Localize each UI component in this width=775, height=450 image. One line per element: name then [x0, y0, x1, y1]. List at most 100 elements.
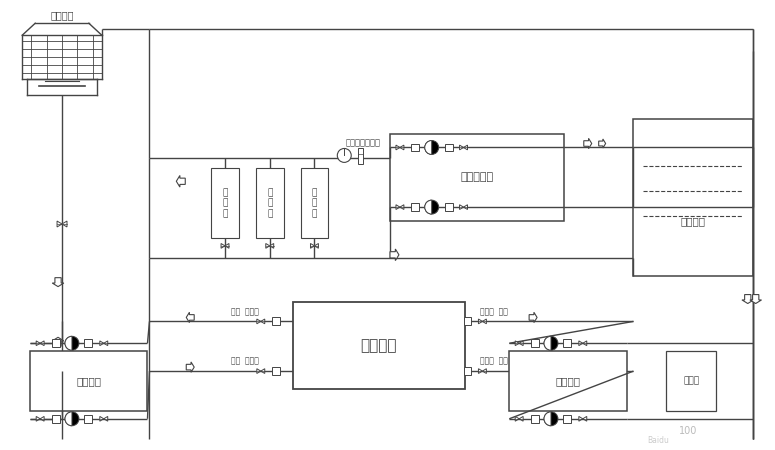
Polygon shape	[315, 243, 319, 248]
Text: 软接头  阀阀: 软接头 阀阀	[480, 357, 508, 366]
Bar	[531, 339, 539, 347]
Polygon shape	[400, 205, 404, 210]
Bar	[272, 317, 280, 325]
Text: 生
产
线: 生 产 线	[312, 188, 317, 218]
Polygon shape	[400, 145, 404, 150]
Bar	[666, 351, 716, 411]
Polygon shape	[460, 205, 463, 210]
Polygon shape	[463, 145, 467, 150]
Polygon shape	[390, 249, 399, 261]
Bar	[272, 367, 280, 375]
Polygon shape	[599, 139, 605, 148]
Bar	[84, 415, 91, 423]
Polygon shape	[515, 341, 519, 346]
Bar	[293, 302, 464, 389]
Polygon shape	[104, 416, 108, 421]
Polygon shape	[36, 341, 40, 346]
Text: 阀阀  软接头: 阀阀 软接头	[231, 307, 259, 316]
Text: 冷却水塔: 冷却水塔	[50, 10, 74, 20]
Polygon shape	[742, 295, 753, 303]
Polygon shape	[482, 319, 487, 324]
Circle shape	[425, 200, 439, 214]
Bar	[633, 119, 753, 276]
Wedge shape	[65, 412, 72, 426]
Polygon shape	[515, 416, 519, 421]
Polygon shape	[529, 312, 537, 323]
Polygon shape	[40, 341, 44, 346]
Text: 冷冻水泵: 冷冻水泵	[556, 376, 580, 386]
Wedge shape	[65, 336, 72, 350]
Bar	[390, 134, 564, 221]
Polygon shape	[583, 416, 587, 421]
Polygon shape	[750, 295, 762, 303]
Polygon shape	[186, 312, 195, 323]
Text: 冷冻水箱: 冷冻水箱	[680, 216, 705, 226]
Polygon shape	[52, 338, 64, 346]
Polygon shape	[62, 221, 67, 227]
Bar	[411, 144, 418, 152]
Polygon shape	[478, 369, 482, 373]
Polygon shape	[260, 369, 265, 373]
Polygon shape	[519, 341, 523, 346]
Bar	[84, 339, 91, 347]
Polygon shape	[257, 369, 260, 373]
Polygon shape	[482, 369, 487, 373]
Bar	[563, 339, 571, 347]
Polygon shape	[579, 416, 583, 421]
Bar	[211, 168, 239, 238]
Polygon shape	[257, 319, 260, 324]
Polygon shape	[270, 243, 274, 248]
Text: 过滤器: 过滤器	[683, 377, 699, 386]
Polygon shape	[225, 243, 229, 248]
Bar	[358, 148, 363, 164]
Wedge shape	[425, 200, 432, 214]
Polygon shape	[583, 341, 587, 346]
Circle shape	[425, 140, 439, 154]
Text: 软接头  阀阀: 软接头 阀阀	[480, 307, 508, 316]
Bar	[445, 144, 453, 152]
Bar	[256, 168, 284, 238]
Polygon shape	[579, 341, 583, 346]
Polygon shape	[396, 145, 400, 150]
Polygon shape	[176, 176, 185, 187]
Bar	[52, 339, 60, 347]
Text: 压力表、温度计: 压力表、温度计	[346, 138, 381, 147]
Polygon shape	[478, 319, 482, 324]
Bar	[531, 415, 539, 423]
Bar	[445, 203, 453, 211]
Polygon shape	[186, 362, 195, 372]
Text: 阀阀  软接头: 阀阀 软接头	[231, 357, 259, 366]
Text: 冷冻机组: 冷冻机组	[360, 338, 397, 353]
Polygon shape	[100, 341, 104, 346]
Polygon shape	[519, 416, 523, 421]
Bar	[301, 168, 329, 238]
Polygon shape	[40, 416, 44, 421]
Text: 100: 100	[679, 426, 698, 436]
Text: 压力输出泵: 压力输出泵	[460, 172, 494, 182]
Circle shape	[65, 336, 79, 350]
Polygon shape	[266, 243, 270, 248]
Text: 生
产
线: 生 产 线	[267, 188, 273, 218]
Polygon shape	[36, 416, 40, 421]
Bar	[411, 203, 418, 211]
Text: 冷却水泵: 冷却水泵	[77, 376, 102, 386]
Circle shape	[544, 412, 558, 426]
Polygon shape	[52, 278, 64, 287]
Polygon shape	[57, 221, 62, 227]
Polygon shape	[584, 138, 592, 148]
Bar	[563, 415, 571, 423]
Circle shape	[337, 148, 351, 162]
Bar	[463, 317, 471, 325]
Wedge shape	[544, 336, 551, 350]
Polygon shape	[260, 319, 265, 324]
Wedge shape	[544, 412, 551, 426]
Wedge shape	[425, 140, 432, 154]
Bar	[463, 367, 471, 375]
Polygon shape	[463, 205, 467, 210]
Polygon shape	[460, 145, 463, 150]
Polygon shape	[104, 341, 108, 346]
Bar	[30, 351, 147, 411]
Text: 生
产
线: 生 产 线	[222, 188, 228, 218]
Polygon shape	[221, 243, 225, 248]
Circle shape	[544, 336, 558, 350]
